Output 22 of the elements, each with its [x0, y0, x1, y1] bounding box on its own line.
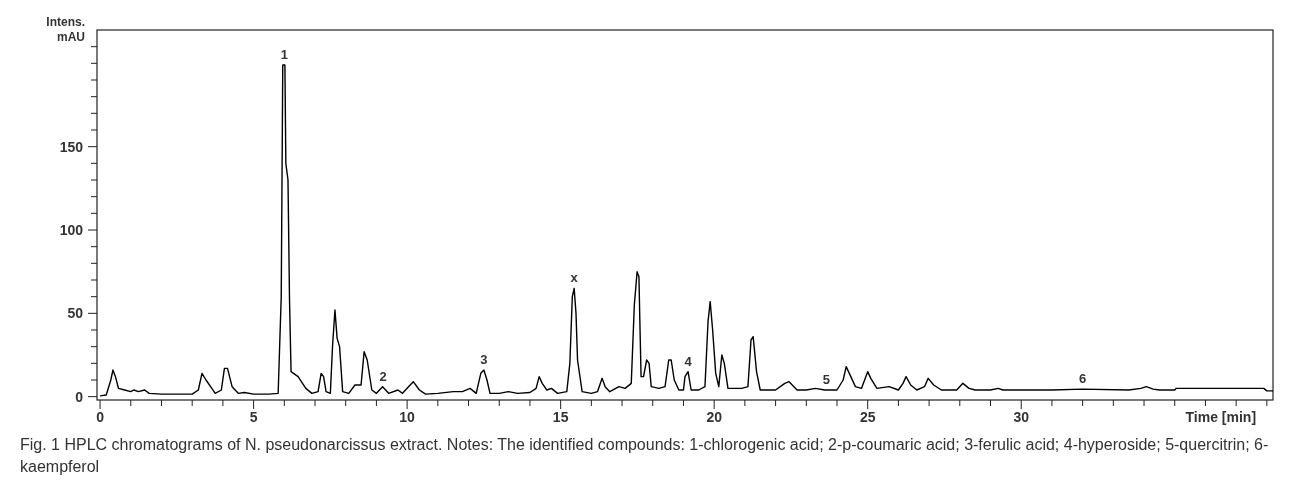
x-tick-label: 25: [859, 409, 876, 425]
y-tick-label: 150: [59, 138, 84, 155]
annotation: 5: [822, 372, 830, 387]
x-tick-label: 15: [552, 409, 569, 425]
annotation: 4: [684, 353, 693, 369]
x-tick-label: 5: [249, 409, 258, 425]
y-tick-label: 0: [75, 388, 84, 405]
x-tick-label: 10: [399, 409, 416, 425]
x-tick-label: 30: [1013, 409, 1030, 425]
annotation: 2: [379, 368, 387, 384]
annotation: 6: [1079, 371, 1087, 387]
annotation: 1: [280, 47, 288, 62]
y-tick-label: 50: [67, 305, 84, 322]
x-tick-label: 20: [706, 409, 723, 425]
caption: Fig. 1 HPLC chromatograms of N. pseudonarcissus extract. Notes: The identified compounds: 1-chlorogenic acid; 2-p-coumaric acid; 3-ferulic acid; 4-hyperoside; 5-quercitrin; 6-kaempferol: [20, 435, 1270, 477]
annotation: 3: [480, 352, 488, 367]
x-tick-label: 0: [96, 409, 105, 425]
line-series: [99, 64, 1273, 397]
y-tick-label: 100: [59, 221, 84, 238]
annotation: x: [570, 270, 579, 286]
y-axis-title: Intens. mAU: [46, 15, 85, 44]
x-axis-title: Time [min]: [1185, 409, 1257, 425]
